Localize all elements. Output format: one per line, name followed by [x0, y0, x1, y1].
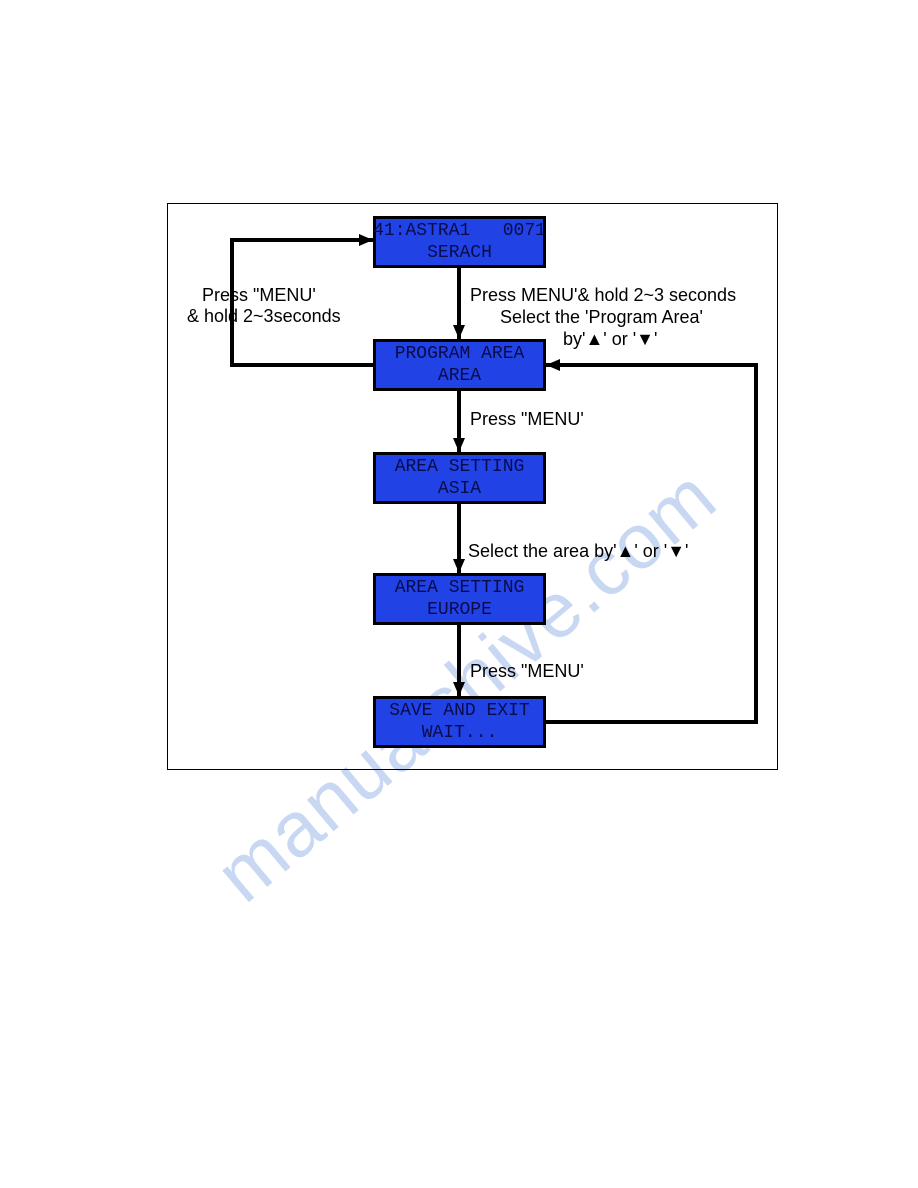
label-hold-right-1: Press MENU'& hold 2~3 seconds: [470, 284, 736, 307]
node-area-asia-line2: ASIA: [438, 478, 481, 501]
node-save-exit-line1: SAVE AND EXIT: [389, 700, 529, 723]
node-program-area-line1: PROGRAM AREA: [395, 343, 525, 366]
label-hold-right-2: Select the 'Program Area': [500, 306, 703, 329]
node-search: 41:ASTRA1 0071 SERACH: [373, 216, 546, 268]
node-save-exit: SAVE AND EXIT WAIT...: [373, 696, 546, 748]
label-hold-right-3: by'▲' or '▼': [563, 328, 657, 351]
node-program-area: PROGRAM AREA AREA: [373, 339, 546, 391]
label-press-menu-4: Press "MENU': [470, 660, 584, 683]
node-program-area-line2: AREA: [438, 365, 481, 388]
node-search-line2: SERACH: [427, 242, 492, 265]
node-area-europe: AREA SETTING EUROPE: [373, 573, 546, 625]
label-hold-left-2: & hold 2~3seconds: [187, 305, 341, 328]
node-save-exit-line2: WAIT...: [422, 722, 498, 745]
node-area-asia: AREA SETTING ASIA: [373, 452, 546, 504]
node-area-europe-line2: EUROPE: [427, 599, 492, 622]
node-search-line1: 41:ASTRA1 0071: [373, 220, 546, 243]
label-hold-left-1: Press "MENU': [202, 284, 316, 307]
label-select-area: Select the area by'▲' or '▼': [468, 540, 688, 563]
label-press-menu-2: Press "MENU': [470, 408, 584, 431]
node-area-asia-line1: AREA SETTING: [395, 456, 525, 479]
node-area-europe-line1: AREA SETTING: [395, 577, 525, 600]
